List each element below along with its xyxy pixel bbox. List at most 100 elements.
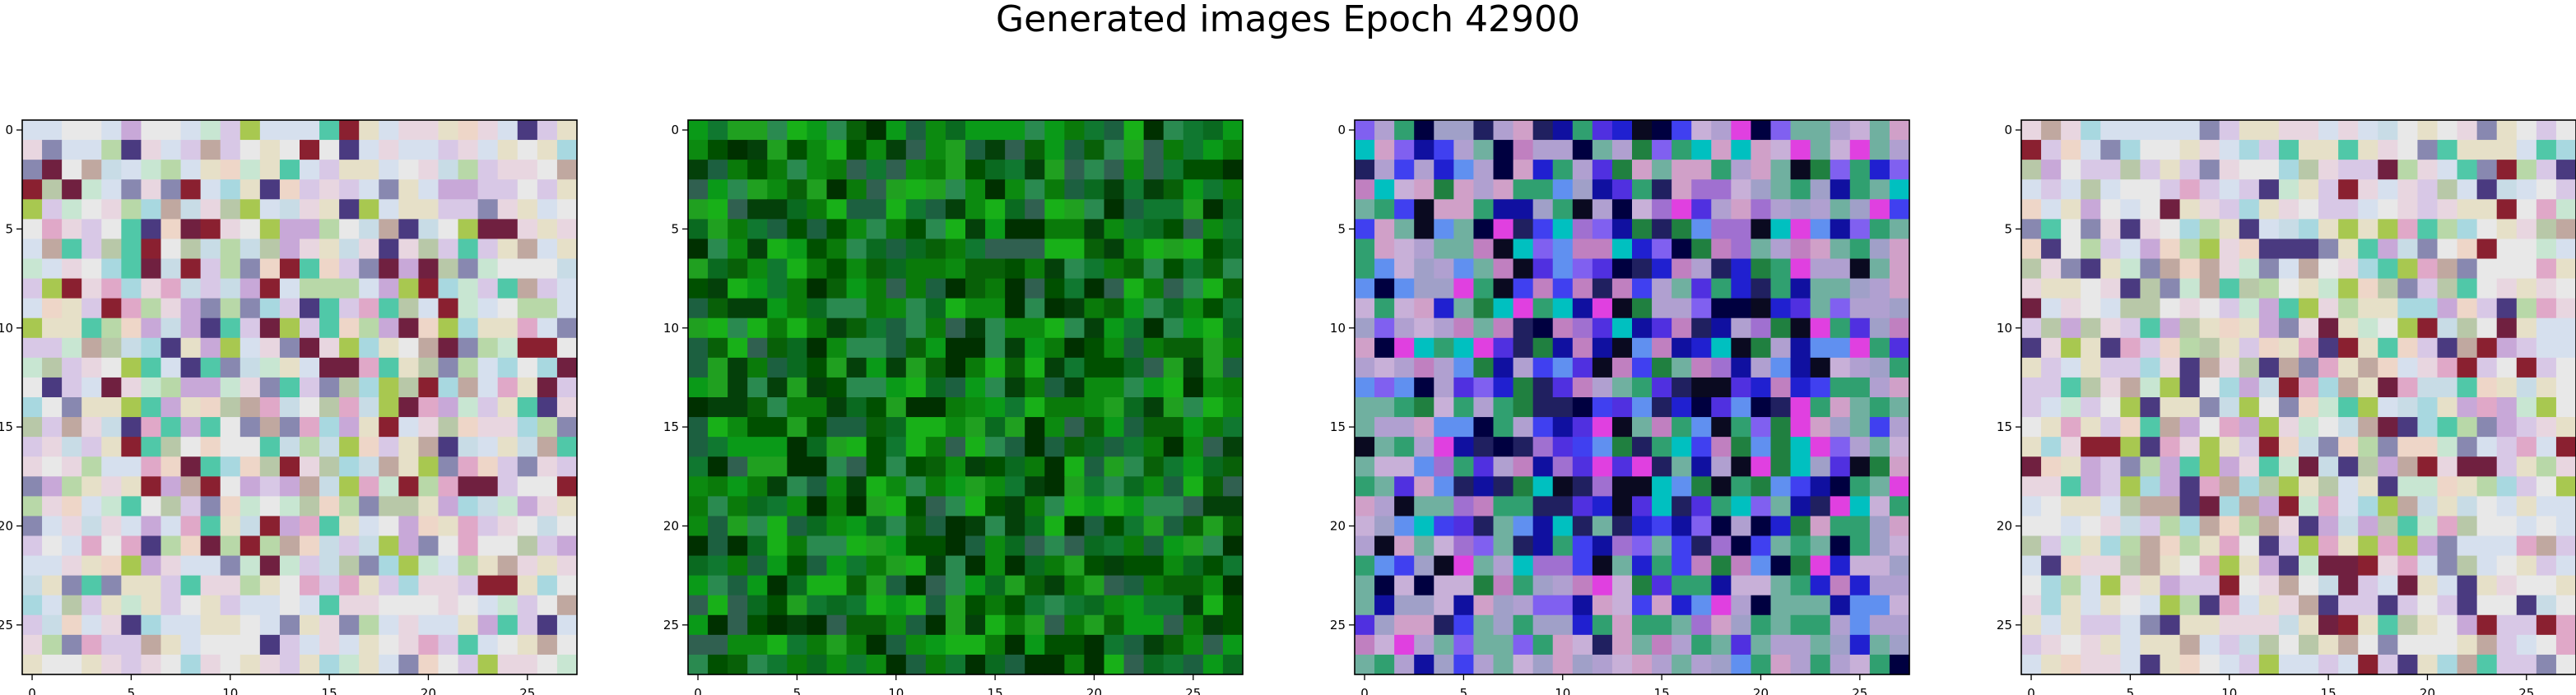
pixel <box>2219 614 2240 636</box>
pixel <box>1453 634 1475 656</box>
pixel <box>708 595 728 616</box>
pixel <box>2516 535 2537 557</box>
pixel <box>160 357 182 378</box>
pixel <box>965 199 986 220</box>
pixel <box>985 120 1006 141</box>
pixel <box>1869 239 1890 260</box>
pixel <box>279 535 300 557</box>
pixel <box>101 535 122 557</box>
pixel <box>747 614 768 636</box>
pixel <box>2496 357 2518 378</box>
pixel <box>180 199 202 220</box>
pixel <box>747 120 768 141</box>
pixel <box>62 120 82 141</box>
pixel <box>1830 278 1851 299</box>
pixel <box>2397 179 2419 200</box>
pixel <box>1672 456 1692 477</box>
pixel <box>708 298 728 319</box>
pixel <box>2437 437 2458 457</box>
pixel <box>1025 437 1045 457</box>
pixel <box>239 337 261 359</box>
pixel <box>2397 258 2419 280</box>
pixel <box>1652 239 1672 260</box>
pixel <box>728 199 748 220</box>
pixel <box>1830 199 1851 220</box>
pixel <box>1691 278 1712 299</box>
pixel <box>1532 199 1554 220</box>
pixel <box>1493 278 1514 299</box>
y-tick-label: 15 <box>1997 419 2012 434</box>
pixel <box>1414 298 1434 319</box>
pixel <box>1592 535 1613 557</box>
pixel <box>1790 337 1811 359</box>
pixel <box>708 614 728 636</box>
pixel <box>1025 417 1045 438</box>
pixel <box>2496 337 2518 359</box>
pixel <box>1652 575 1672 596</box>
pixel <box>2318 496 2339 517</box>
pixel <box>2219 555 2240 577</box>
pixel <box>1869 634 1890 656</box>
pixel <box>556 476 578 497</box>
pixel <box>985 535 1006 557</box>
y-tick-label: 15 <box>663 419 679 434</box>
pixel <box>517 654 538 675</box>
pixel <box>1143 496 1165 517</box>
pixel <box>1025 654 1045 675</box>
pixel <box>1552 417 1574 438</box>
pixel <box>2219 654 2240 675</box>
pixel <box>537 437 558 457</box>
pixel <box>1064 634 1086 656</box>
pixel <box>787 456 808 477</box>
pixel <box>1611 654 1633 675</box>
pixel <box>2120 595 2141 616</box>
pixel <box>537 654 558 675</box>
pixel <box>1592 634 1613 656</box>
pixel <box>22 496 43 517</box>
pixel <box>1572 298 1593 319</box>
pixel <box>1830 298 1851 319</box>
pixel <box>2555 239 2576 260</box>
pixel <box>2536 397 2557 418</box>
pixel <box>925 258 946 280</box>
pixel <box>1691 595 1712 616</box>
pixel <box>1414 476 1434 497</box>
pixel <box>300 258 320 280</box>
pixel <box>1355 179 1375 200</box>
pixel <box>2417 397 2439 418</box>
pixel <box>1434 357 1454 378</box>
pixel <box>866 417 887 438</box>
pixel <box>2258 120 2280 141</box>
pixel <box>1731 437 1752 457</box>
pixel <box>2437 456 2458 477</box>
pixel <box>1889 160 1910 180</box>
y-tick-label: 10 <box>0 321 13 336</box>
pixel <box>1632 535 1653 557</box>
pixel <box>62 654 82 675</box>
pixel <box>2258 160 2280 180</box>
pixel <box>2318 239 2339 260</box>
pixel <box>1849 437 1871 457</box>
pixel <box>42 516 63 537</box>
pixel <box>985 258 1006 280</box>
pixel <box>2021 535 2042 557</box>
pixel <box>1453 298 1475 319</box>
pixel <box>1849 535 1871 557</box>
pixel <box>2299 120 2319 141</box>
pixel <box>965 397 986 418</box>
y-tick-label: 5 <box>5 221 13 236</box>
pixel <box>458 120 479 141</box>
pixel <box>339 654 360 675</box>
pixel <box>200 397 221 418</box>
pixel <box>886 377 907 398</box>
pixel <box>2100 278 2121 299</box>
pixel <box>965 140 986 160</box>
pixel <box>1849 575 1871 596</box>
pixel <box>1123 595 1145 616</box>
pixel <box>42 417 63 438</box>
pixel <box>2021 555 2042 577</box>
pixel <box>220 417 241 438</box>
pixel <box>1493 199 1514 220</box>
pixel <box>1143 337 1165 359</box>
pixel <box>1434 634 1454 656</box>
